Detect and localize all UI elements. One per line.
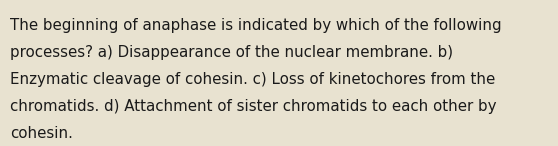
Text: cohesin.: cohesin.: [10, 126, 73, 141]
Text: The beginning of anaphase is indicated by which of the following: The beginning of anaphase is indicated b…: [10, 18, 502, 33]
Text: chromatids. d) Attachment of sister chromatids to each other by: chromatids. d) Attachment of sister chro…: [10, 99, 497, 114]
Text: processes? a) Disappearance of the nuclear membrane. b): processes? a) Disappearance of the nucle…: [10, 45, 453, 60]
Text: Enzymatic cleavage of cohesin. c) Loss of kinetochores from the: Enzymatic cleavage of cohesin. c) Loss o…: [10, 72, 496, 87]
